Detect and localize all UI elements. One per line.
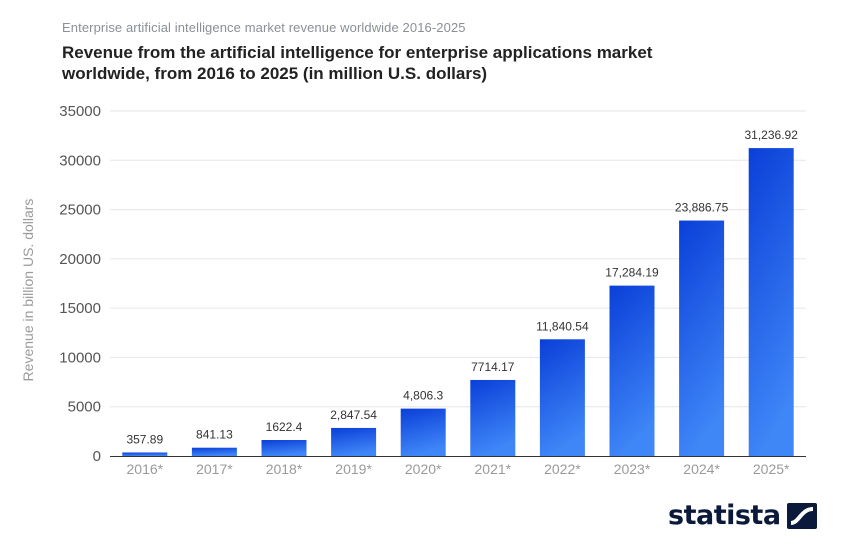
- x-tick-label: 2017*: [196, 461, 233, 477]
- chart-title: Revenue from the artificial intelligence…: [62, 43, 653, 83]
- bar-2022[interactable]: [539, 339, 585, 456]
- value-label: 17,284.19: [605, 266, 659, 280]
- x-tick-label: 2018*: [266, 461, 303, 477]
- x-tick-label: 2025*: [753, 461, 790, 477]
- x-axis-ticks: 2016* 2017* 2018* 2019* 2020* 2021* 2022* 2023*…: [127, 461, 791, 477]
- y-axis-ticks: 0 5000 10000 15000 20000 25000 30000 35000: [59, 103, 101, 465]
- value-labels: 357.89 841.13 1622.4 2,847.54 4,806.3 7714.17…: [126, 128, 798, 446]
- x-tick-label: 2021*: [475, 461, 512, 477]
- x-tick-label: 2020*: [405, 461, 442, 477]
- bar-2016[interactable]: [122, 452, 168, 456]
- bar-2018[interactable]: [261, 440, 307, 456]
- x-tick-label: 2019*: [335, 461, 372, 477]
- bar-2025[interactable]: [748, 148, 794, 457]
- value-label: 23,886.75: [675, 201, 729, 215]
- y-tick-label: 5000: [68, 399, 101, 416]
- y-axis-label: Revenue in billion US. dollars: [20, 199, 36, 382]
- value-label: 4,806.3: [403, 389, 443, 403]
- y-tick-label: 35000: [59, 103, 101, 120]
- value-label: 31,236.92: [745, 128, 799, 142]
- statista-mark-icon: [786, 502, 817, 529]
- statista-logo[interactable]: statista: [668, 500, 817, 531]
- bar-2017[interactable]: [191, 447, 237, 456]
- y-tick-label: 20000: [59, 251, 101, 268]
- y-tick-label: 15000: [59, 300, 101, 317]
- x-tick-label: 2024*: [683, 461, 720, 477]
- bar-2023[interactable]: [609, 285, 655, 456]
- bar-2019[interactable]: [331, 427, 377, 456]
- x-tick-label: 2022*: [544, 461, 581, 477]
- y-tick-label: 30000: [59, 152, 101, 169]
- value-label: 7714.17: [471, 360, 515, 374]
- y-tick-label: 0: [93, 448, 101, 465]
- value-label: 2,847.54: [330, 408, 377, 422]
- bar-2021[interactable]: [470, 379, 516, 456]
- value-label: 841.13: [196, 428, 233, 442]
- value-label: 357.89: [126, 432, 163, 446]
- value-label: 1622.4: [266, 420, 303, 434]
- statista-wordmark: statista: [668, 500, 781, 531]
- x-tick-label: 2023*: [614, 461, 651, 477]
- y-tick-label: 25000: [59, 202, 101, 219]
- bar-2024[interactable]: [679, 220, 725, 456]
- bar-2020[interactable]: [400, 408, 446, 456]
- bars: [122, 148, 794, 457]
- chart-supertitle: Enterprise artificial intelligence marke…: [62, 20, 466, 35]
- value-label: 11,840.54: [536, 319, 589, 333]
- x-tick-label: 2016*: [127, 461, 164, 477]
- y-tick-label: 10000: [59, 349, 101, 366]
